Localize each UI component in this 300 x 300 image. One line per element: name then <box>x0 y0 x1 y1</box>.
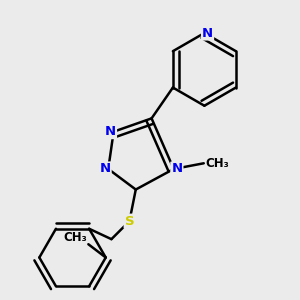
Text: N: N <box>202 26 213 40</box>
Text: S: S <box>124 214 134 228</box>
Text: CH₃: CH₃ <box>205 157 229 170</box>
Text: N: N <box>100 163 111 176</box>
Text: N: N <box>105 125 116 138</box>
Text: CH₃: CH₃ <box>63 231 87 244</box>
Text: N: N <box>171 163 182 176</box>
